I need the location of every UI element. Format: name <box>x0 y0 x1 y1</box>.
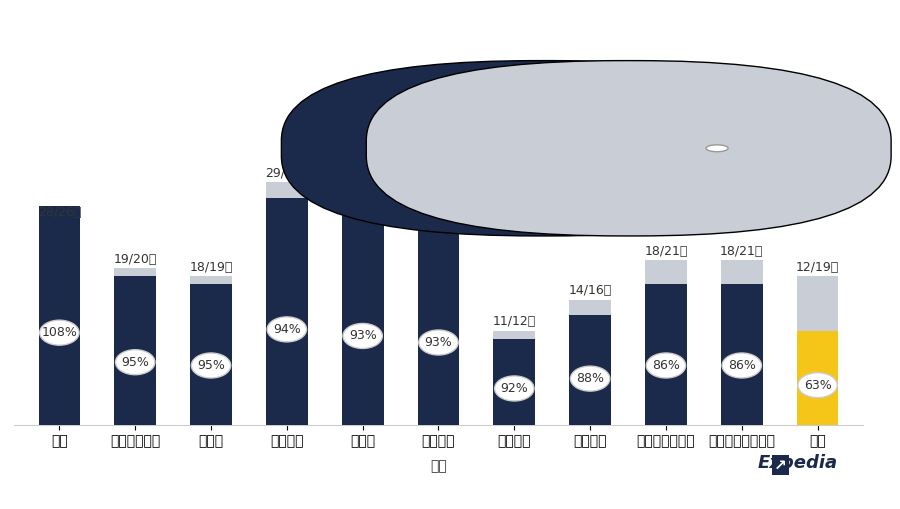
Bar <box>570 300 611 425</box>
Text: 88%: 88% <box>576 372 604 385</box>
Bar <box>721 261 762 425</box>
Ellipse shape <box>267 317 307 342</box>
Text: 29/31日: 29/31日 <box>266 167 309 180</box>
Bar <box>342 198 383 425</box>
Text: 95%: 95% <box>197 359 225 372</box>
Ellipse shape <box>798 373 837 398</box>
Ellipse shape <box>115 350 155 375</box>
Bar <box>493 338 536 425</box>
Text: 28/26日: 28/26日 <box>38 206 81 219</box>
Bar <box>493 331 536 425</box>
Bar <box>266 198 308 425</box>
Ellipse shape <box>192 353 230 378</box>
Ellipse shape <box>571 366 610 391</box>
Bar <box>39 206 80 425</box>
Text: 94%: 94% <box>273 323 301 336</box>
X-axis label: 地域: 地域 <box>430 460 447 473</box>
FancyBboxPatch shape <box>366 61 891 236</box>
Bar <box>342 214 383 425</box>
Text: 18/21日: 18/21日 <box>720 245 763 258</box>
FancyBboxPatch shape <box>282 61 806 236</box>
Text: 取得日数: 取得日数 <box>555 142 586 155</box>
Text: 93%: 93% <box>425 336 453 349</box>
Text: 18/21日: 18/21日 <box>644 245 688 258</box>
Bar <box>645 284 687 425</box>
Text: ↗: ↗ <box>774 458 787 472</box>
Text: 18/19日: 18/19日 <box>189 261 233 274</box>
Bar <box>796 331 839 425</box>
Text: 86%: 86% <box>728 359 756 372</box>
Text: 27/29日: 27/29日 <box>341 183 384 195</box>
Bar <box>114 276 156 425</box>
Ellipse shape <box>418 330 458 355</box>
Bar <box>190 276 232 425</box>
Text: Expedia: Expedia <box>758 455 838 472</box>
Bar <box>418 229 459 425</box>
Bar <box>721 284 762 425</box>
Text: 19/20日: 19/20日 <box>113 253 157 266</box>
Ellipse shape <box>646 353 686 378</box>
Text: 14/16日: 14/16日 <box>569 284 612 297</box>
Bar <box>39 221 80 425</box>
Text: 12/19日: 12/19日 <box>796 261 839 274</box>
Text: 93%: 93% <box>349 329 376 343</box>
Bar <box>114 268 156 425</box>
Bar <box>418 214 459 425</box>
Text: 86%: 86% <box>652 359 680 372</box>
Text: 25/27日: 25/27日 <box>417 198 460 211</box>
Text: 63%: 63% <box>804 379 832 392</box>
Ellipse shape <box>722 353 761 378</box>
Ellipse shape <box>343 323 382 349</box>
Circle shape <box>706 145 728 152</box>
Ellipse shape <box>40 320 79 345</box>
Text: 108%: 108% <box>41 326 77 339</box>
Text: 92%: 92% <box>500 382 528 395</box>
Bar <box>266 182 308 425</box>
Text: 11/12日: 11/12日 <box>492 316 536 328</box>
Ellipse shape <box>495 376 534 401</box>
Text: 取得率: 取得率 <box>732 142 754 155</box>
Bar <box>570 315 611 425</box>
Text: 95%: 95% <box>122 356 149 369</box>
Bar <box>190 284 232 425</box>
Bar <box>645 261 687 425</box>
Text: 支給日数: 支給日数 <box>641 142 670 155</box>
Bar <box>796 276 839 425</box>
